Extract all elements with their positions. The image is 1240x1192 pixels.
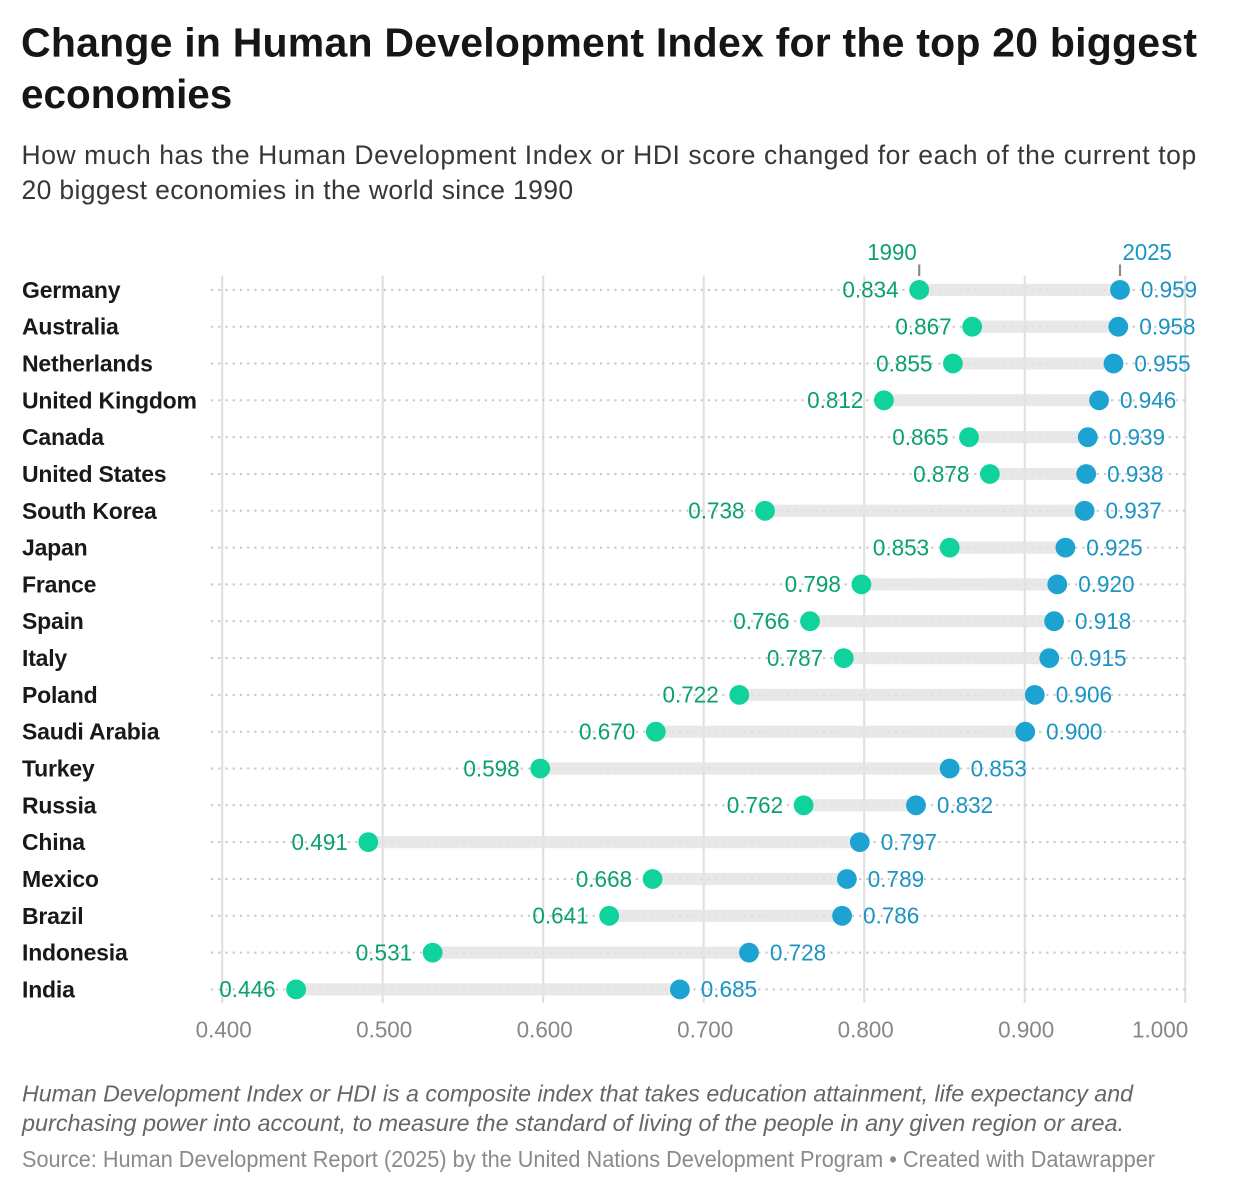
svg-text:0.598: 0.598: [463, 755, 519, 781]
svg-text:Turkey: Turkey: [22, 756, 95, 782]
svg-text:0.500: 0.500: [356, 1017, 412, 1043]
svg-text:Japan: Japan: [22, 535, 87, 561]
svg-text:0.797: 0.797: [881, 829, 937, 855]
svg-text:Saudi Arabia: Saudi Arabia: [22, 719, 160, 745]
svg-text:0.400: 0.400: [196, 1017, 252, 1043]
svg-text:United States: United States: [22, 461, 166, 487]
svg-text:1.000: 1.000: [1132, 1017, 1188, 1043]
svg-text:0.853: 0.853: [971, 755, 1027, 781]
svg-text:0.641: 0.641: [532, 903, 588, 929]
svg-text:Indonesia: Indonesia: [22, 940, 128, 966]
svg-text:0.670: 0.670: [579, 719, 635, 745]
svg-text:0.789: 0.789: [868, 866, 924, 892]
svg-text:0.906: 0.906: [1056, 682, 1112, 708]
svg-text:Netherlands: Netherlands: [22, 351, 153, 377]
svg-text:0.900: 0.900: [1046, 719, 1102, 745]
svg-text:0.787: 0.787: [767, 645, 823, 671]
svg-text:0.531: 0.531: [356, 939, 412, 965]
svg-text:Canada: Canada: [22, 424, 104, 450]
svg-text:0.700: 0.700: [677, 1017, 733, 1043]
svg-text:0.900: 0.900: [998, 1017, 1054, 1043]
svg-text:0.925: 0.925: [1086, 534, 1142, 560]
svg-text:Poland: Poland: [22, 682, 97, 708]
svg-text:0.867: 0.867: [895, 314, 951, 340]
svg-text:0.786: 0.786: [863, 903, 919, 929]
svg-text:0.668: 0.668: [576, 866, 632, 892]
svg-text:Brazil: Brazil: [22, 903, 83, 929]
svg-text:0.958: 0.958: [1139, 314, 1195, 340]
svg-text:0.834: 0.834: [842, 277, 898, 303]
svg-text:United Kingdom: United Kingdom: [22, 387, 197, 413]
svg-text:economies: economies: [21, 71, 232, 117]
svg-text:0.728: 0.728: [770, 939, 826, 965]
svg-text:0.762: 0.762: [727, 792, 783, 818]
svg-text:0.722: 0.722: [663, 682, 719, 708]
svg-text:France: France: [22, 571, 96, 597]
svg-text:China: China: [22, 829, 85, 855]
svg-text:0.685: 0.685: [701, 976, 757, 1002]
svg-text:0.938: 0.938: [1107, 461, 1163, 487]
svg-text:0.865: 0.865: [892, 424, 948, 450]
svg-text:20 biggest economies in the wo: 20 biggest economies in the world since …: [22, 175, 574, 205]
svg-text:0.832: 0.832: [937, 792, 993, 818]
svg-text:Spain: Spain: [22, 608, 84, 634]
svg-text:Australia: Australia: [22, 314, 119, 340]
svg-text:Source: Human Development Repo: Source: Human Development Report (2025) …: [22, 1146, 1155, 1172]
svg-text:purchasing power into account,: purchasing power into account, to measur…: [21, 1110, 1124, 1136]
svg-text:0.800: 0.800: [838, 1017, 894, 1043]
svg-text:0.955: 0.955: [1134, 350, 1190, 376]
svg-text:0.446: 0.446: [219, 976, 275, 1002]
svg-text:0.491: 0.491: [292, 829, 348, 855]
svg-text:0.959: 0.959: [1141, 277, 1197, 303]
svg-text:How much has the Human Develop: How much has the Human Development Index…: [22, 140, 1197, 170]
svg-text:0.915: 0.915: [1070, 645, 1126, 671]
svg-text:India: India: [22, 976, 75, 1002]
svg-text:0.798: 0.798: [785, 571, 841, 597]
svg-text:0.918: 0.918: [1075, 608, 1131, 634]
svg-text:0.855: 0.855: [876, 350, 932, 376]
svg-text:0.812: 0.812: [807, 387, 863, 413]
svg-text:Italy: Italy: [22, 645, 67, 671]
svg-text:Change in Human Development In: Change in Human Development Index for th…: [21, 19, 1197, 65]
svg-text:1990: 1990: [867, 239, 916, 265]
svg-text:0.878: 0.878: [913, 461, 969, 487]
svg-text:0.738: 0.738: [688, 498, 744, 524]
svg-text:Human Development Index or HDI: Human Development Index or HDI is a comp…: [22, 1081, 1134, 1107]
svg-text:0.766: 0.766: [733, 608, 789, 634]
svg-text:Russia: Russia: [22, 792, 97, 818]
svg-text:0.600: 0.600: [517, 1017, 573, 1043]
svg-text:0.946: 0.946: [1120, 387, 1176, 413]
svg-text:0.939: 0.939: [1109, 424, 1165, 450]
svg-text:0.937: 0.937: [1106, 498, 1162, 524]
svg-text:Mexico: Mexico: [22, 866, 99, 892]
svg-text:Germany: Germany: [22, 277, 121, 303]
svg-text:0.853: 0.853: [873, 534, 929, 560]
svg-text:0.920: 0.920: [1078, 571, 1134, 597]
svg-text:South Korea: South Korea: [22, 498, 157, 524]
svg-text:2025: 2025: [1123, 239, 1172, 265]
